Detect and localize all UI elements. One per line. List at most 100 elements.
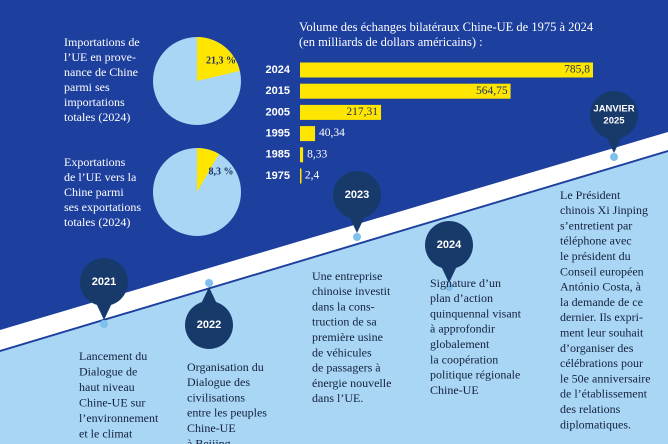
badge-dot xyxy=(445,283,453,291)
text-line: quinquennal visant xyxy=(430,306,522,320)
badge-label: JANVIER xyxy=(593,104,634,115)
text-line: Dialogue des xyxy=(187,375,250,389)
timeline-band xyxy=(0,132,668,350)
badge-dot xyxy=(610,153,618,161)
value-label: 785,8 xyxy=(564,64,590,76)
text-line: la demande de ce xyxy=(560,295,643,309)
pie-label: 8,3 % xyxy=(209,166,234,177)
text-line: l’environnement xyxy=(79,411,159,425)
text-line: Chine-UE xyxy=(430,383,479,397)
text-line: Chine-UE sur xyxy=(79,395,145,409)
text-line: parmi ses xyxy=(64,80,110,94)
pie-slice xyxy=(197,148,219,192)
text-line: diplomatiques. xyxy=(560,417,631,431)
text-line: célébrations pour xyxy=(560,356,643,370)
text-line: dans la cons- xyxy=(312,299,375,313)
text-line: de véhicules xyxy=(312,345,372,359)
text-line: à Beijing xyxy=(187,436,231,444)
text-line: le président du xyxy=(560,249,631,263)
text-line: Organisation du xyxy=(187,360,264,374)
pie-label: 21,3 % xyxy=(206,55,236,66)
text-line: chinoise investit xyxy=(312,284,391,298)
badge-label: 2022 xyxy=(197,319,221,331)
text-line: entre les peuples xyxy=(187,406,267,420)
category-label: 2005 xyxy=(266,106,290,118)
text-line: totales (2024) xyxy=(64,215,130,229)
text-line: Lancement du xyxy=(79,349,147,363)
text-line: d’organiser des xyxy=(560,341,634,355)
text-line: Exportations xyxy=(64,155,126,169)
text-line: et le climat xyxy=(79,426,133,440)
text-line: Conseil européen xyxy=(560,264,644,278)
bar xyxy=(300,104,382,120)
badge xyxy=(80,258,128,306)
bar xyxy=(300,168,302,184)
text-line: de l’UE vers la xyxy=(64,170,137,184)
text-line: nance de Chine xyxy=(64,65,138,79)
text-line: ses exportations xyxy=(64,200,141,214)
category-label: 1995 xyxy=(266,128,290,140)
value-label: 8,33 xyxy=(307,148,327,160)
text-line: le 50e anniversaire xyxy=(560,371,651,385)
value-label: 40,34 xyxy=(319,127,345,139)
text-line: politique régionale xyxy=(430,368,520,382)
category-label: 1975 xyxy=(266,170,290,182)
badge xyxy=(590,91,638,139)
text-line: téléphone avec xyxy=(560,234,632,248)
badge-tail xyxy=(349,216,365,233)
value-label: 2,4 xyxy=(305,170,320,182)
badge-dot xyxy=(205,279,213,287)
text-line: Dialogue de xyxy=(79,364,137,378)
text-line: Importations de xyxy=(64,35,140,49)
text-line: la coopération xyxy=(430,352,498,366)
text-line: Chine-UE xyxy=(187,421,236,435)
category-label: 2024 xyxy=(266,64,291,76)
badge-tail xyxy=(441,266,457,283)
text-line: haut niveau xyxy=(79,380,135,394)
badge-label: 2024 xyxy=(437,239,462,251)
text-line: énergie nouvelle xyxy=(312,376,391,390)
bar xyxy=(300,83,511,99)
badge xyxy=(333,171,381,219)
text-line: Volume des échanges bilatéraux Chine-UE … xyxy=(299,20,594,34)
text-line: Signature d’un xyxy=(430,276,501,290)
value-label: 217,31 xyxy=(346,106,378,118)
text-line: truction de sa xyxy=(312,315,377,329)
bar xyxy=(300,147,304,163)
badge xyxy=(185,301,233,349)
text-line: dernier. Ils expri- xyxy=(560,310,643,324)
text-line: totales (2024) xyxy=(64,110,130,124)
badge-dot xyxy=(100,320,108,328)
text-line: (en milliards de dollars américains) : xyxy=(299,35,483,49)
text-line: s’entretient par xyxy=(560,218,632,232)
bar xyxy=(300,62,593,78)
text-line: Une entreprise xyxy=(312,269,382,283)
text-line: ment leur souhait xyxy=(560,325,644,339)
pie-slice xyxy=(197,37,240,81)
value-label: 564,75 xyxy=(476,85,508,97)
text-line: importations xyxy=(64,95,125,109)
text-line: l’UE en prove- xyxy=(64,50,136,64)
text-line: de passagers à xyxy=(312,361,381,375)
badge-label: 2025 xyxy=(603,116,625,127)
text-line: civilisations xyxy=(187,390,245,404)
text-line: Le Président xyxy=(560,188,621,202)
text-line: plan d’action xyxy=(430,291,493,305)
text-line: Chine parmi xyxy=(64,185,124,199)
text-line: première usine xyxy=(312,330,383,344)
category-label: 1985 xyxy=(266,149,290,161)
text-line: António Costa, à xyxy=(560,280,642,294)
badge-label: 2021 xyxy=(92,276,116,288)
text-line: globalement xyxy=(430,337,490,351)
badge-dot xyxy=(353,233,361,241)
badge-tail xyxy=(201,287,217,304)
text-line: dans l’UE. xyxy=(312,391,363,405)
bar xyxy=(300,126,316,142)
text-line: à approfondir xyxy=(430,322,495,336)
text-line: chinois Xi Jinping xyxy=(560,203,648,217)
category-label: 2015 xyxy=(266,85,290,97)
badge-tail xyxy=(606,136,622,153)
text-line: des relations xyxy=(560,402,621,416)
light-area xyxy=(0,152,668,444)
